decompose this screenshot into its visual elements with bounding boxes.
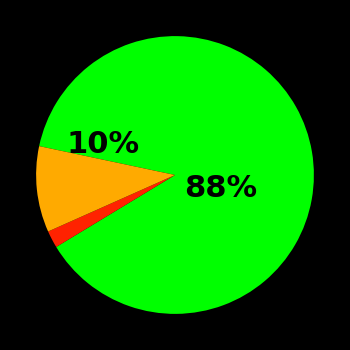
Wedge shape [48,175,175,247]
Text: 88%: 88% [184,174,257,203]
Wedge shape [39,36,314,314]
Text: 10%: 10% [66,130,139,159]
Wedge shape [36,146,175,231]
